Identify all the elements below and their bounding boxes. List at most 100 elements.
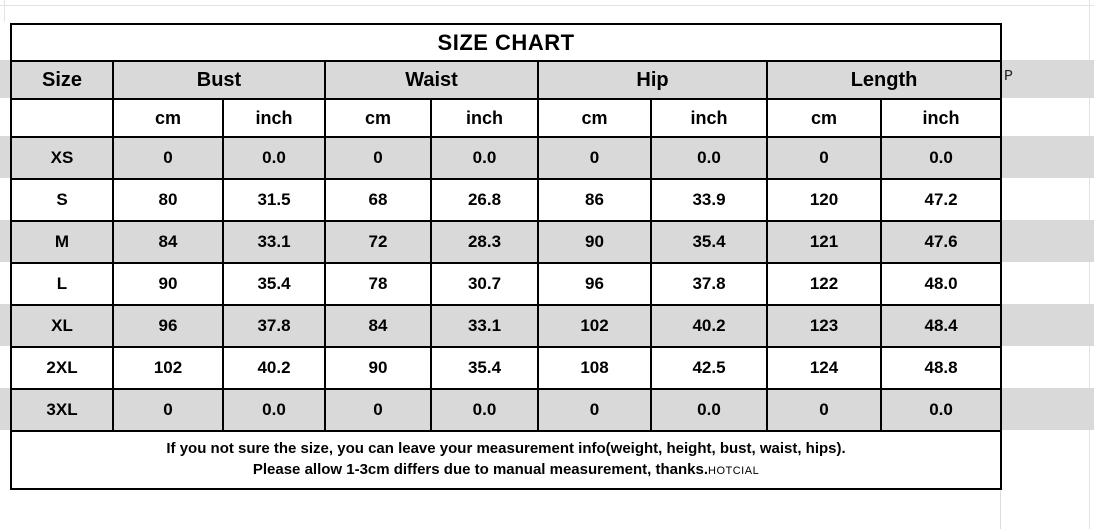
stray-cell-text: P — [1004, 68, 1014, 85]
measurement-note: If you not sure the size, you can leave … — [9, 430, 1003, 490]
bust-cm-cell: 0 — [112, 136, 224, 180]
waist-cm-cell: 78 — [324, 262, 432, 306]
column-header-waist: Waist — [324, 60, 539, 100]
length-cm-cell: 121 — [766, 220, 882, 264]
faint-gridline-below-table — [1000, 488, 1001, 529]
length-inch-cell: 47.2 — [879, 178, 1003, 222]
hip-cm-cell: 86 — [537, 178, 652, 222]
faint-gridline-vertical-left — [4, 0, 5, 22]
column-header-size: Size — [10, 60, 114, 100]
length-inch-cell: 48.4 — [879, 304, 1003, 348]
unit-header-hip-inch: inch — [650, 98, 768, 138]
table-row-xs: XS 0 0.0 0 0.0 0 0.0 0 0.0 — [10, 136, 1003, 180]
faint-gridline-horizontal — [0, 5, 1094, 6]
chart-title: SIZE CHART — [9, 23, 1003, 62]
length-cm-cell: 120 — [766, 178, 882, 222]
waist-inch-cell: 0.0 — [430, 388, 539, 432]
bust-cm-cell: 84 — [112, 220, 224, 264]
waist-cm-cell: 68 — [324, 178, 432, 222]
waist-inch-cell: 33.1 — [430, 304, 539, 348]
length-inch-cell: 0.0 — [879, 388, 1003, 432]
hip-inch-cell: 40.2 — [650, 304, 768, 348]
length-inch-cell: 0.0 — [879, 136, 1003, 180]
faint-gridline-vertical-right — [1089, 0, 1090, 529]
hip-inch-cell: 35.4 — [650, 220, 768, 264]
bust-inch-cell: 31.5 — [222, 178, 326, 222]
bust-inch-cell: 33.1 — [222, 220, 326, 264]
length-cm-cell: 123 — [766, 304, 882, 348]
size-cell: 2XL — [10, 346, 114, 390]
length-cm-cell: 124 — [766, 346, 882, 390]
size-chart-table: SIZE CHART Size Bust Waist Hip Length cm… — [9, 23, 1003, 490]
waist-cm-cell: 0 — [324, 388, 432, 432]
size-cell: S — [10, 178, 114, 222]
unit-header-waist-cm: cm — [324, 98, 432, 138]
hip-cm-cell: 90 — [537, 220, 652, 264]
table-row-m: M 84 33.1 72 28.3 90 35.4 121 47.6 — [10, 220, 1003, 264]
length-inch-cell: 47.6 — [879, 220, 1003, 264]
bust-cm-cell: 90 — [112, 262, 224, 306]
hip-cm-cell: 108 — [537, 346, 652, 390]
unit-header-bust-inch: inch — [222, 98, 326, 138]
title-row: SIZE CHART — [9, 23, 1003, 62]
waist-cm-cell: 72 — [324, 220, 432, 264]
bust-inch-cell: 0.0 — [222, 136, 326, 180]
length-inch-cell: 48.8 — [879, 346, 1003, 390]
hip-inch-cell: 37.8 — [650, 262, 768, 306]
unit-header-waist-inch: inch — [430, 98, 539, 138]
size-cell: M — [10, 220, 114, 264]
unit-header-bust-cm: cm — [112, 98, 224, 138]
waist-inch-cell: 28.3 — [430, 220, 539, 264]
hip-cm-cell: 0 — [537, 136, 652, 180]
note-line-2: Please allow 1-3cm differs due to manual… — [252, 461, 760, 478]
bust-inch-cell: 35.4 — [222, 262, 326, 306]
length-inch-cell: 48.0 — [879, 262, 1003, 306]
table-row-2xl: 2XL 102 40.2 90 35.4 108 42.5 124 48.8 — [10, 346, 1003, 390]
waist-inch-cell: 0.0 — [430, 136, 539, 180]
unit-header-row: cm inch cm inch cm inch cm inch — [10, 98, 1003, 138]
table-row-xl: XL 96 37.8 84 33.1 102 40.2 123 48.4 — [10, 304, 1003, 348]
bust-cm-cell: 96 — [112, 304, 224, 348]
column-header-length: Length — [765, 60, 1003, 100]
hip-cm-cell: 102 — [537, 304, 652, 348]
size-cell: 3XL — [10, 388, 114, 432]
column-header-row: Size Bust Waist Hip Length — [10, 60, 1003, 100]
unit-header-length-cm: cm — [766, 98, 882, 138]
bust-cm-cell: 102 — [112, 346, 224, 390]
unit-header-empty — [10, 98, 114, 138]
bust-inch-cell: 37.8 — [222, 304, 326, 348]
brand-label: HOTCIAL — [708, 465, 760, 477]
waist-cm-cell: 84 — [324, 304, 432, 348]
size-cell: L — [10, 262, 114, 306]
hip-cm-cell: 0 — [537, 388, 652, 432]
length-cm-cell: 0 — [766, 136, 882, 180]
waist-cm-cell: 90 — [324, 346, 432, 390]
column-header-hip: Hip — [537, 60, 768, 100]
bust-inch-cell: 40.2 — [222, 346, 326, 390]
size-cell: XS — [10, 136, 114, 180]
note-row: If you not sure the size, you can leave … — [9, 430, 1003, 490]
waist-inch-cell: 30.7 — [430, 262, 539, 306]
table-row-s: S 80 31.5 68 26.8 86 33.9 120 47.2 — [10, 178, 1003, 222]
bust-cm-cell: 80 — [112, 178, 224, 222]
table-row-3xl: 3XL 0 0.0 0 0.0 0 0.0 0 0.0 — [10, 388, 1003, 432]
length-cm-cell: 0 — [766, 388, 882, 432]
hip-inch-cell: 42.5 — [650, 346, 768, 390]
waist-cm-cell: 0 — [324, 136, 432, 180]
hip-cm-cell: 96 — [537, 262, 652, 306]
hip-inch-cell: 0.0 — [650, 136, 768, 180]
unit-header-length-inch: inch — [879, 98, 1003, 138]
size-cell: XL — [10, 304, 114, 348]
waist-inch-cell: 26.8 — [430, 178, 539, 222]
waist-inch-cell: 35.4 — [430, 346, 539, 390]
unit-header-hip-cm: cm — [537, 98, 652, 138]
note-line-1: If you not sure the size, you can leave … — [166, 440, 846, 457]
bust-inch-cell: 0.0 — [222, 388, 326, 432]
bust-cm-cell: 0 — [112, 388, 224, 432]
hip-inch-cell: 0.0 — [650, 388, 768, 432]
table-row-l: L 90 35.4 78 30.7 96 37.8 122 48.0 — [10, 262, 1003, 306]
hip-inch-cell: 33.9 — [650, 178, 768, 222]
column-header-bust: Bust — [112, 60, 326, 100]
length-cm-cell: 122 — [766, 262, 882, 306]
